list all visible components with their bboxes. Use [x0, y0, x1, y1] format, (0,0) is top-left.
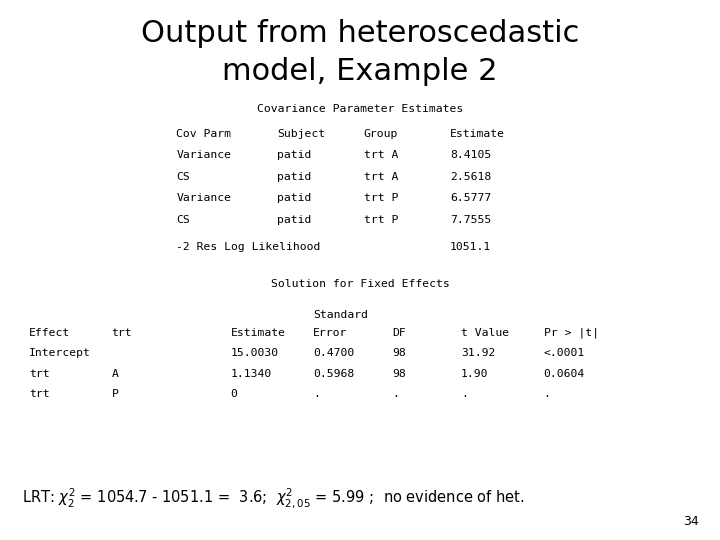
- Text: .: .: [392, 389, 400, 400]
- Text: Output from heteroscedastic: Output from heteroscedastic: [141, 19, 579, 48]
- Text: P: P: [112, 389, 119, 400]
- Text: 6.5777: 6.5777: [450, 193, 491, 204]
- Text: A: A: [112, 369, 119, 379]
- Text: Estimate: Estimate: [450, 129, 505, 139]
- Text: DF: DF: [392, 328, 406, 338]
- Text: patid: patid: [277, 215, 312, 225]
- Text: Solution for Fixed Effects: Solution for Fixed Effects: [271, 279, 449, 289]
- Text: 2.5618: 2.5618: [450, 172, 491, 182]
- Text: 34: 34: [683, 515, 698, 528]
- Text: 7.7555: 7.7555: [450, 215, 491, 225]
- Text: 0.0604: 0.0604: [544, 369, 585, 379]
- Text: 1051.1: 1051.1: [450, 242, 491, 252]
- Text: t Value: t Value: [461, 328, 509, 338]
- Text: model, Example 2: model, Example 2: [222, 57, 498, 86]
- Text: Group: Group: [364, 129, 398, 139]
- Text: 31.92: 31.92: [461, 348, 495, 359]
- Text: trt: trt: [112, 328, 132, 338]
- Text: Subject: Subject: [277, 129, 325, 139]
- Text: Intercept: Intercept: [29, 348, 91, 359]
- Text: trt: trt: [29, 369, 50, 379]
- Text: Error: Error: [313, 328, 348, 338]
- Text: 98: 98: [392, 369, 406, 379]
- Text: 15.0030: 15.0030: [230, 348, 279, 359]
- Text: trt A: trt A: [364, 150, 398, 160]
- Text: .: .: [544, 389, 551, 400]
- Text: LRT: $\chi^2_2$ = 1054.7 - 1051.1 =  3.6;  $\chi^2_{2,05}$ = 5.99 ;  no evidence: LRT: $\chi^2_2$ = 1054.7 - 1051.1 = 3.6;…: [22, 486, 524, 510]
- Text: CS: CS: [176, 172, 190, 182]
- Text: <.0001: <.0001: [544, 348, 585, 359]
- Text: 1.1340: 1.1340: [230, 369, 271, 379]
- Text: Estimate: Estimate: [230, 328, 285, 338]
- Text: patid: patid: [277, 150, 312, 160]
- Text: Standard: Standard: [313, 310, 368, 320]
- Text: 0.5968: 0.5968: [313, 369, 354, 379]
- Text: Variance: Variance: [176, 150, 231, 160]
- Text: CS: CS: [176, 215, 190, 225]
- Text: Pr > |t|: Pr > |t|: [544, 328, 598, 338]
- Text: trt A: trt A: [364, 172, 398, 182]
- Text: Effect: Effect: [29, 328, 70, 338]
- Text: patid: patid: [277, 172, 312, 182]
- Text: 1.90: 1.90: [461, 369, 488, 379]
- Text: .: .: [313, 389, 320, 400]
- Text: trt P: trt P: [364, 215, 398, 225]
- Text: Covariance Parameter Estimates: Covariance Parameter Estimates: [257, 104, 463, 114]
- Text: trt: trt: [29, 389, 50, 400]
- Text: 0: 0: [230, 389, 238, 400]
- Text: Cov Parm: Cov Parm: [176, 129, 231, 139]
- Text: Variance: Variance: [176, 193, 231, 204]
- Text: trt P: trt P: [364, 193, 398, 204]
- Text: .: .: [461, 389, 468, 400]
- Text: -2 Res Log Likelihood: -2 Res Log Likelihood: [176, 242, 321, 252]
- Text: 8.4105: 8.4105: [450, 150, 491, 160]
- Text: patid: patid: [277, 193, 312, 204]
- Text: 0.4700: 0.4700: [313, 348, 354, 359]
- Text: 98: 98: [392, 348, 406, 359]
